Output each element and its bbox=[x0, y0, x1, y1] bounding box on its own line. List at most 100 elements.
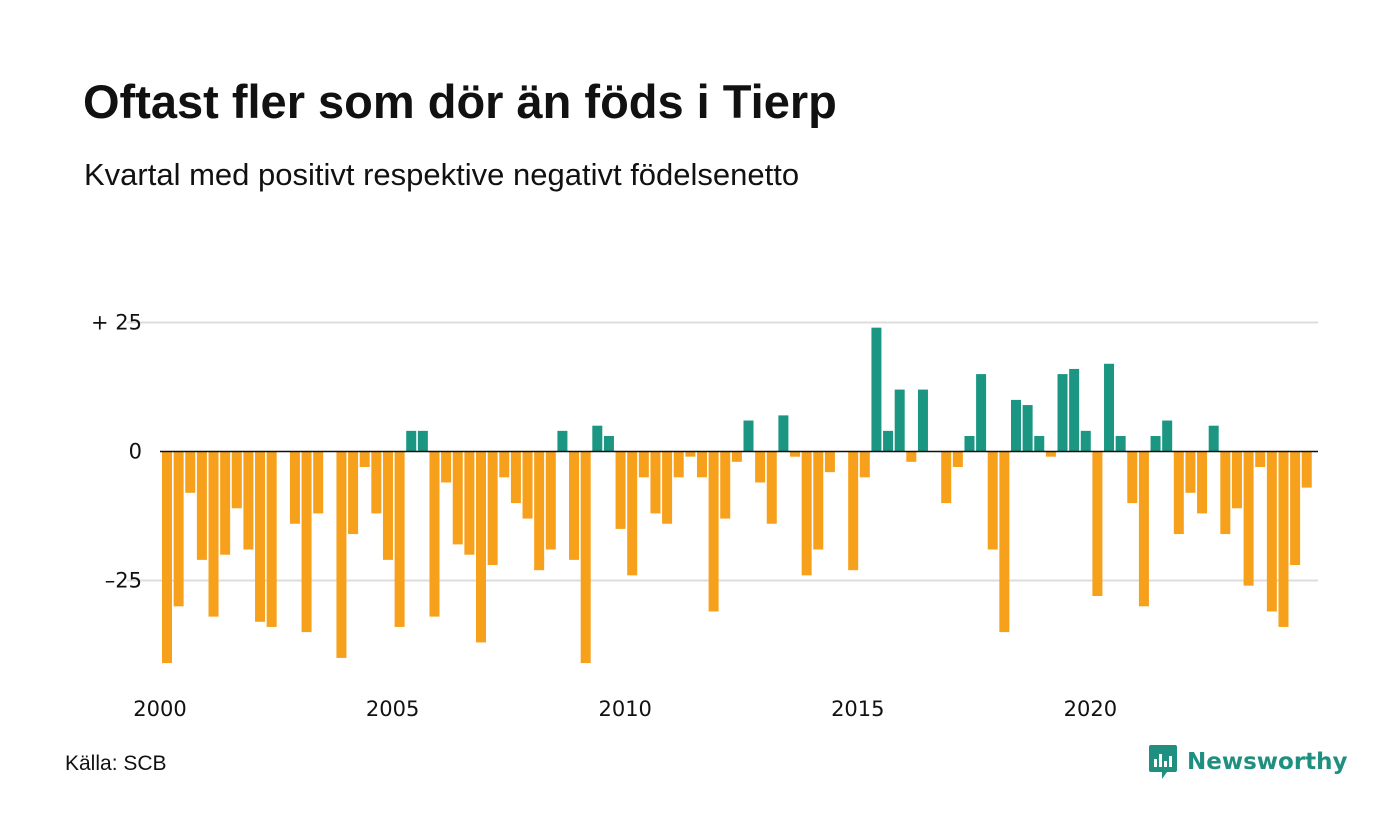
bar bbox=[336, 451, 347, 658]
bar bbox=[359, 451, 370, 467]
bar bbox=[313, 451, 324, 514]
bar bbox=[1092, 451, 1103, 596]
bar bbox=[941, 451, 952, 504]
bar bbox=[406, 430, 417, 452]
bar bbox=[766, 451, 777, 524]
bar bbox=[1138, 451, 1149, 607]
bar bbox=[1034, 436, 1045, 452]
bar bbox=[429, 451, 440, 617]
bar bbox=[1290, 451, 1301, 566]
bar bbox=[1243, 451, 1254, 586]
bar bbox=[1045, 451, 1056, 457]
bar bbox=[545, 451, 556, 550]
bar bbox=[790, 451, 801, 457]
bar bbox=[499, 451, 510, 478]
x-tick-label: 2020 bbox=[1064, 697, 1117, 721]
bar bbox=[476, 451, 487, 643]
bar bbox=[871, 327, 882, 452]
bar bbox=[1127, 451, 1138, 504]
bar bbox=[255, 451, 266, 622]
bar bbox=[196, 451, 207, 560]
bar bbox=[162, 451, 172, 664]
bar bbox=[1208, 425, 1219, 452]
bar bbox=[964, 436, 975, 452]
bar bbox=[813, 451, 824, 550]
bar bbox=[557, 430, 568, 452]
bar bbox=[627, 451, 638, 576]
bar bbox=[452, 451, 463, 545]
bar bbox=[720, 451, 731, 519]
axes: + 25 0 –25 2000 2005 2010 2015 2020 bbox=[91, 311, 1318, 721]
bar bbox=[650, 451, 661, 514]
source-note: Källa: SCB bbox=[65, 752, 167, 775]
bar bbox=[348, 451, 359, 535]
bar bbox=[208, 451, 219, 617]
bar bbox=[243, 451, 254, 550]
bar bbox=[685, 451, 696, 457]
bars bbox=[162, 327, 1312, 664]
bar bbox=[464, 451, 475, 555]
bar bbox=[592, 425, 603, 452]
bar bbox=[906, 451, 917, 462]
bar bbox=[1220, 451, 1231, 535]
x-tick-label: 2015 bbox=[831, 697, 884, 721]
bar bbox=[522, 451, 533, 519]
bar bbox=[1162, 420, 1173, 452]
bar bbox=[417, 430, 428, 452]
bar-chart: + 25 0 –25 2000 2005 2010 2015 2020 bbox=[91, 311, 1318, 721]
chart-title: Oftast fler som dör än föds i Tierp bbox=[83, 75, 837, 128]
bar bbox=[1010, 399, 1021, 452]
bar bbox=[1231, 451, 1242, 509]
bar bbox=[976, 374, 987, 452]
bar bbox=[289, 451, 300, 524]
bar bbox=[999, 451, 1010, 633]
bar bbox=[755, 451, 766, 483]
bar bbox=[1150, 436, 1161, 452]
bar bbox=[1080, 430, 1091, 452]
bar bbox=[1197, 451, 1208, 514]
bar bbox=[696, 451, 707, 478]
bar bbox=[394, 451, 405, 627]
bar bbox=[848, 451, 859, 571]
bar bbox=[382, 451, 393, 560]
bar bbox=[883, 430, 894, 452]
bar bbox=[801, 451, 812, 576]
bar bbox=[708, 451, 719, 612]
bar bbox=[1278, 451, 1289, 627]
bar bbox=[185, 451, 196, 493]
bar bbox=[371, 451, 382, 514]
bar bbox=[1069, 368, 1080, 452]
bar bbox=[569, 451, 580, 560]
gridlines bbox=[127, 321, 1318, 582]
newsworthy-logo-icon bbox=[1149, 745, 1177, 779]
bar bbox=[952, 451, 963, 467]
bar bbox=[580, 451, 591, 664]
bar bbox=[638, 451, 649, 478]
y-tick-label: –25 bbox=[105, 569, 142, 593]
y-tick-label: + 25 bbox=[91, 311, 142, 335]
bar bbox=[673, 451, 684, 478]
bar bbox=[1115, 436, 1126, 452]
brand-logo[interactable]: Newsworthy bbox=[1148, 744, 1348, 780]
bar bbox=[1301, 451, 1312, 488]
bar bbox=[917, 389, 928, 452]
y-tick-label: 0 bbox=[129, 440, 142, 464]
bar bbox=[487, 451, 498, 566]
x-tick-label: 2000 bbox=[133, 697, 186, 721]
bar bbox=[1022, 405, 1033, 452]
x-tick-label: 2010 bbox=[598, 697, 651, 721]
bar bbox=[1104, 363, 1115, 452]
bar bbox=[510, 451, 521, 504]
bar bbox=[1173, 451, 1184, 535]
x-tick-label: 2005 bbox=[366, 697, 419, 721]
bar bbox=[1057, 374, 1068, 452]
brand-name: Newsworthy bbox=[1187, 749, 1348, 775]
bar bbox=[266, 451, 277, 627]
bar bbox=[859, 451, 870, 478]
bar bbox=[1266, 451, 1277, 612]
bar bbox=[534, 451, 545, 571]
bar bbox=[231, 451, 242, 509]
bar bbox=[301, 451, 312, 633]
bar bbox=[615, 451, 626, 529]
bar bbox=[743, 420, 754, 452]
